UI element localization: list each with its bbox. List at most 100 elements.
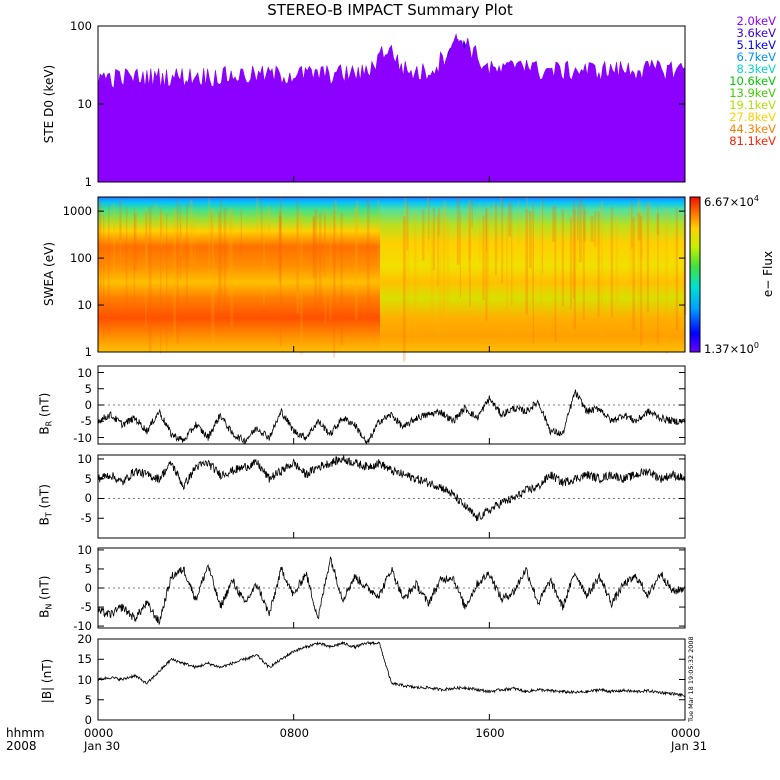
- swea-stripe: [572, 200, 575, 299]
- swea-stripe: [125, 206, 128, 324]
- swea-stripe: [145, 213, 148, 280]
- colorbar-min: 1.37×100: [704, 341, 759, 356]
- swea-stripe: [186, 203, 188, 308]
- panel-frame: [97, 454, 686, 539]
- swea-stripe: [438, 214, 442, 343]
- swea-stripe: [438, 208, 441, 236]
- swea-stripe: [220, 199, 222, 300]
- swea-stripe: [552, 206, 556, 242]
- x-row-label-year: 2008: [6, 739, 37, 753]
- swea-stripe: [632, 216, 636, 331]
- swea-stripe: [488, 212, 490, 287]
- swea-stripe: [517, 200, 520, 245]
- swea-stripe: [355, 201, 359, 239]
- x-tick-label: 0800: [279, 726, 309, 740]
- y-tick-label: 0: [84, 491, 92, 506]
- swea-stripe: [173, 208, 176, 342]
- swea-stripe: [223, 207, 227, 309]
- swea-stripe: [437, 214, 439, 287]
- y-tick-label: 10: [77, 97, 92, 111]
- y-tick-label: 1000: [62, 204, 92, 219]
- swea-stripe: [675, 207, 679, 330]
- swea-stripe: [145, 212, 147, 244]
- swea-stripe: [529, 210, 532, 269]
- series-line: [97, 556, 686, 626]
- swea-stripe: [113, 203, 116, 279]
- legend-entry: 13.9keV: [729, 86, 776, 100]
- swea-stripe: [600, 200, 603, 339]
- swea-stripe: [610, 206, 614, 317]
- colorbar-label: e− Flux: [761, 250, 775, 298]
- swea-stripe: [459, 210, 461, 299]
- legend-entry: 19.1keV: [729, 98, 776, 112]
- legend-entry: 2.0keV: [736, 14, 776, 28]
- swea-stripe: [228, 210, 232, 296]
- legend-entry: 44.3keV: [729, 122, 776, 136]
- swea-stripe: [583, 209, 586, 242]
- swea-stripe: [575, 216, 578, 270]
- br-panel: [97, 365, 686, 445]
- y-tick-label: 1: [84, 175, 92, 189]
- swea-stripe: [404, 198, 407, 280]
- swea-heatmap-before: [98, 197, 380, 352]
- swea-stripe: [278, 210, 282, 284]
- x-date-label: Jan 31: [671, 739, 708, 753]
- swea-stripe: [189, 199, 193, 264]
- swea-stripe: [615, 215, 619, 303]
- swea-stripe: [377, 199, 380, 291]
- swea-stripe: [108, 204, 110, 335]
- swea-stripe: [554, 206, 557, 343]
- br-ylabel: BR (nT): [37, 392, 54, 435]
- legend-entry: 6.7keV: [736, 50, 776, 64]
- swea-stripe: [540, 201, 542, 316]
- swea-stripe: [468, 200, 471, 259]
- swea-stripe: [119, 207, 122, 274]
- y-tick-label: 20: [77, 632, 92, 646]
- swea-stripe: [218, 211, 221, 307]
- legend-entry: 81.1keV: [729, 134, 776, 148]
- swea-stripe: [406, 201, 409, 251]
- swea-stripe: [428, 197, 430, 240]
- x-tick-label: 0000: [84, 726, 114, 740]
- swea-heatmap-stripes: [99, 197, 687, 362]
- colorbar-max: 6.67×104: [704, 194, 759, 209]
- bn-ylabel: BN (nT): [37, 575, 54, 618]
- swea-stripe: [296, 200, 299, 292]
- swea-stripe: [577, 204, 579, 241]
- swea-stripe: [531, 210, 534, 305]
- y-tick-label: 10: [77, 542, 92, 557]
- swea-stripe: [103, 214, 105, 339]
- swea-stripe: [468, 204, 471, 261]
- ste-axis-ticks: [98, 25, 685, 183]
- swea-stripe: [179, 215, 183, 257]
- swea-stripe: [99, 202, 101, 254]
- y-tick-label: -5: [80, 511, 92, 526]
- y-tick-label: 5: [84, 471, 92, 486]
- swea-stripe: [279, 197, 282, 347]
- swea-stripe: [443, 201, 445, 314]
- series-line: [97, 640, 686, 698]
- swea-stripe: [314, 209, 318, 315]
- swea-stripe: [471, 199, 473, 228]
- swea-stripe: [506, 215, 508, 315]
- swea-stripe: [414, 210, 417, 335]
- swea-stripe: [638, 197, 640, 238]
- swea-stripe: [526, 197, 528, 331]
- swea-stripe: [665, 207, 668, 355]
- swea-stripe: [422, 209, 425, 261]
- swea-stripe: [578, 198, 582, 263]
- swea-stripe: [427, 197, 429, 253]
- swea-stripe: [160, 210, 164, 244]
- legend-entry: 3.6keV: [736, 26, 776, 40]
- swea-stripe: [506, 207, 508, 350]
- swea-stripe: [597, 211, 600, 317]
- swea-stripe: [640, 216, 643, 346]
- swea-stripe: [640, 213, 643, 259]
- swea-stripe: [312, 216, 316, 279]
- swea-stripe: [148, 206, 152, 352]
- panel-frame: [97, 547, 686, 629]
- y-tick-label: 5: [84, 561, 92, 576]
- swea-stripe: [432, 207, 436, 271]
- swea-stripe: [323, 213, 326, 277]
